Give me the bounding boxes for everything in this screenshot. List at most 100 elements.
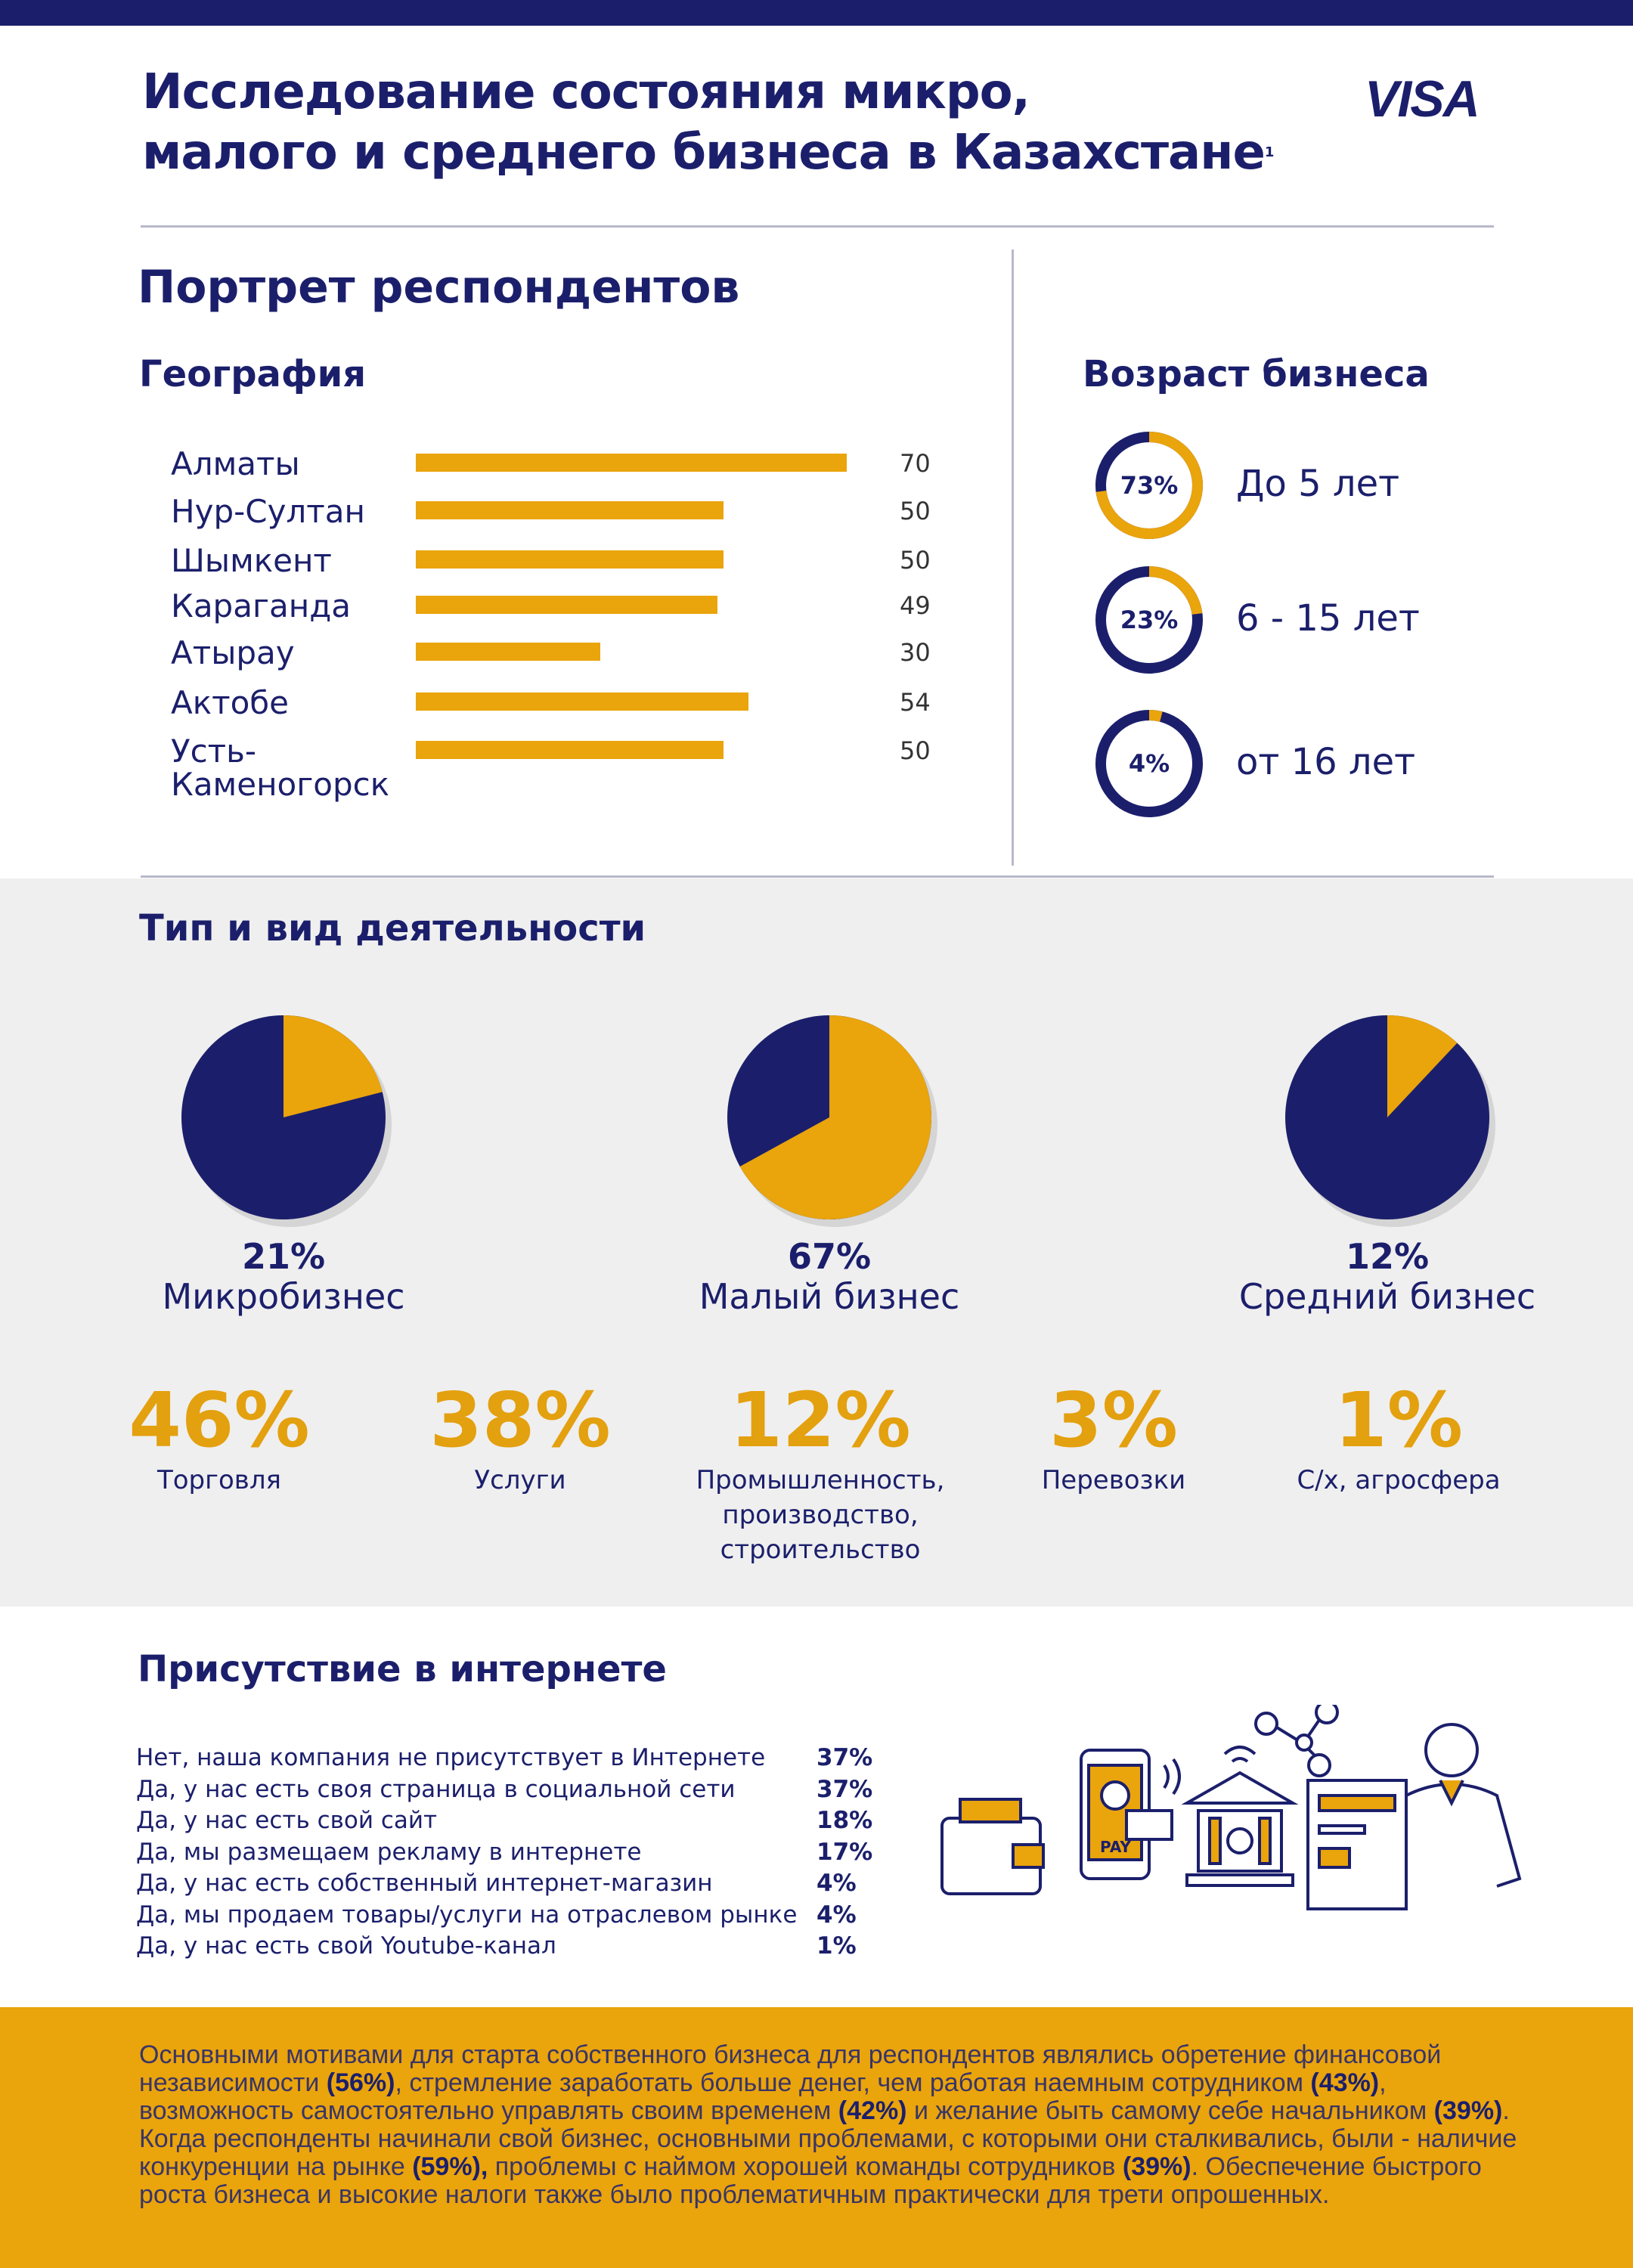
- pie-slice: [284, 1015, 383, 1117]
- geo-bar: [416, 596, 717, 614]
- top-bar: [0, 0, 1633, 26]
- pie-name: Средний бизнес: [1238, 1276, 1536, 1317]
- geo-label: Шымкент: [171, 544, 332, 578]
- geo-label: Караганда: [171, 590, 351, 623]
- pie-slice: [739, 1015, 931, 1219]
- internet-value: 37%: [816, 1775, 873, 1803]
- activity-percent: 1%: [1334, 1376, 1463, 1464]
- pie-percent: 21%: [241, 1236, 326, 1277]
- illustration: PAY: [940, 1705, 1522, 1910]
- pie-slice: [1387, 1015, 1458, 1117]
- smartphone-payment-icon: PAY: [1080, 1749, 1181, 1880]
- geo-label-line: Каменогорск: [171, 766, 390, 803]
- geo-bar: [416, 643, 601, 661]
- pie-name: Малый бизнес: [699, 1276, 960, 1317]
- pie-percent: 67%: [787, 1236, 872, 1277]
- bank-icon: [1181, 1746, 1299, 1887]
- footer-highlight: (56%): [326, 2068, 395, 2097]
- age-donuts: 73% 23% 4%: [1095, 432, 1203, 817]
- activity-label: Промышленность, производство, строительств…: [669, 1463, 971, 1567]
- activity-label-line: строительство: [720, 1535, 921, 1565]
- geo-label-line: Нур-Султан: [171, 493, 365, 530]
- internet-item: Да, мы продаем товары/услуги на отраслев…: [136, 1901, 798, 1929]
- donut-segment: [1095, 710, 1203, 817]
- age-label: от 16 лет: [1236, 741, 1416, 783]
- activity-percent: 38%: [429, 1376, 611, 1464]
- title-line-1: Исследование состояния микро,: [142, 64, 1030, 120]
- wallet-icon: [940, 1798, 1045, 1895]
- geo-label-line: Шымкент: [171, 542, 332, 579]
- footer-span: Основными мотивами для старта собственно…: [139, 2040, 1442, 2097]
- geo-label-line: Усть-: [171, 733, 257, 770]
- geo-bar: [416, 692, 748, 711]
- section-title-portrait: Портрет респондентов: [138, 261, 740, 314]
- vertical-divider: [1012, 249, 1014, 866]
- activity-percent: 46%: [129, 1376, 310, 1464]
- activity-label-line: Перевозки: [1041, 1465, 1186, 1495]
- footer-span: . Обеспечение быстрого роста бизнеса и в…: [139, 2152, 1482, 2209]
- internet-value: 18%: [816, 1807, 873, 1834]
- activity-label-line: С/х, агросфера: [1297, 1465, 1501, 1495]
- geo-label: Усть- Каменогорск: [171, 735, 389, 801]
- internet-value: 17%: [816, 1838, 873, 1866]
- internet-value: 4%: [816, 1870, 857, 1897]
- internet-item: Да, у нас есть свой сайт: [136, 1807, 438, 1834]
- internet-item: Да, у нас есть своя страница в социально…: [136, 1775, 736, 1803]
- geo-label-line: Актобе: [171, 684, 290, 721]
- activity-label: С/х, агросфера: [1247, 1463, 1550, 1498]
- donut-label: 73%: [1120, 471, 1179, 500]
- divider: [141, 875, 1494, 878]
- pie-percent: 12%: [1345, 1236, 1430, 1277]
- activity-percent: 3%: [1049, 1376, 1178, 1464]
- footer-highlight: (59%),: [412, 2152, 488, 2181]
- geo-label: Алматы: [171, 448, 300, 481]
- footer-summary: [0, 2007, 1633, 2268]
- activity-label-line: Торговля: [156, 1465, 282, 1495]
- geo-label: Атырау: [171, 637, 295, 670]
- activity-label: Услуги: [369, 1463, 671, 1498]
- geo-value: 70: [900, 449, 931, 478]
- internet-item: Да, у нас есть собственный интернет-мага…: [136, 1870, 713, 1897]
- age-title: Возраст бизнеса: [1083, 353, 1430, 395]
- geography-title: География: [139, 353, 367, 395]
- geo-bar: [416, 454, 847, 472]
- geo-label: Актобе: [171, 686, 289, 720]
- activity-label-line: Услуги: [474, 1465, 566, 1495]
- activity-percent: 12%: [730, 1376, 911, 1464]
- geo-bar: [416, 550, 724, 569]
- footer-highlight: (42%): [838, 2096, 907, 2125]
- geo-label-line: Атырау: [171, 634, 295, 671]
- geo-value: 50: [900, 736, 931, 765]
- footer-span: , стремление заработать больше денег, че…: [395, 2068, 1311, 2097]
- activity-title: Тип и вид деятельности: [139, 907, 646, 950]
- geo-value: 30: [900, 638, 931, 667]
- internet-value: 1%: [816, 1932, 857, 1960]
- internet-item: Да, у нас есть свой Youtube-канал: [136, 1932, 556, 1960]
- footer-span: , возможность самостоятельно управлять с…: [139, 2068, 1387, 2125]
- businessman-icon: [1306, 1723, 1522, 1910]
- footer-highlight: (39%): [1122, 2152, 1191, 2181]
- geo-bar: [416, 741, 724, 759]
- footer-highlight: (39%): [1433, 2096, 1503, 2125]
- footer-highlight: (43%): [1310, 2068, 1380, 2097]
- money-network-icon: [1254, 1705, 1339, 1777]
- activity-section: [0, 878, 1633, 1606]
- footer-span: проблемы с наймом хорошей команды сотруд…: [488, 2152, 1123, 2181]
- donut-segment: [1095, 432, 1203, 539]
- internet-item: Да, мы размещаем рекламу в интернете: [136, 1838, 642, 1866]
- title-line-2: малого и среднего бизнеса в Казахстане: [142, 125, 1266, 181]
- footnote-mark: 1: [1264, 144, 1274, 160]
- geo-value: 54: [900, 688, 931, 717]
- geo-value: 50: [900, 497, 931, 525]
- donut-segment: [1095, 566, 1203, 674]
- activity-label: Перевозки: [962, 1463, 1265, 1498]
- donut-label: 4%: [1129, 749, 1170, 778]
- footer-span: . Когда респонденты начинали свой бизнес…: [139, 2096, 1517, 2181]
- internet-item: Нет, наша компания не присутствует в Инт…: [136, 1744, 766, 1771]
- geo-value: 49: [900, 591, 931, 620]
- divider: [141, 225, 1494, 228]
- geo-label-line: Караганда: [171, 587, 351, 624]
- internet-value: 37%: [816, 1744, 873, 1771]
- business-size-pies: [181, 1015, 1495, 1227]
- geo-bar: [416, 501, 724, 519]
